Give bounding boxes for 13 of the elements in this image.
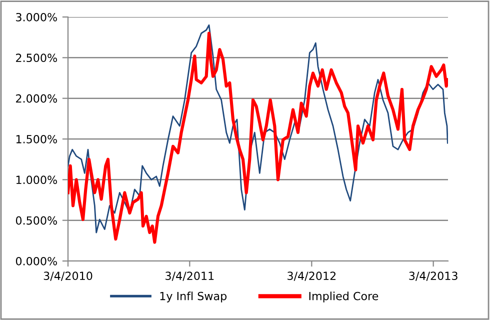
legend-label: Implied Core bbox=[309, 292, 378, 302]
x-tick-label: 3/4/2013 bbox=[409, 272, 458, 281]
x-tick-label: 3/4/2010 bbox=[44, 272, 92, 281]
legend-label: 1y Infl Swap bbox=[160, 292, 227, 302]
x-tick-label: 3/4/2011 bbox=[166, 272, 214, 281]
y-tick-label: 0.000% bbox=[16, 256, 57, 266]
y-tick-label: 2.000% bbox=[16, 94, 57, 103]
y-tick-label: 0.500% bbox=[16, 216, 57, 225]
x-tick-label: 3/4/2012 bbox=[288, 272, 336, 281]
y-tick-label: 2.500% bbox=[16, 54, 57, 62]
y-tick-label: 3.000% bbox=[16, 12, 57, 22]
y-tick-label: 1.500% bbox=[16, 134, 57, 144]
y-tick-label: 1.000% bbox=[16, 176, 57, 184]
